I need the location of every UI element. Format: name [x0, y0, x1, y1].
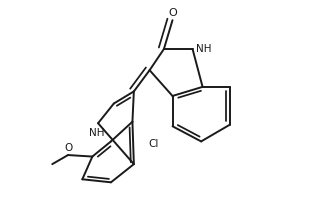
Text: NH: NH [89, 128, 104, 138]
Text: O: O [168, 8, 177, 18]
Text: O: O [64, 143, 72, 153]
Text: NH: NH [196, 44, 212, 54]
Text: Cl: Cl [149, 139, 159, 149]
